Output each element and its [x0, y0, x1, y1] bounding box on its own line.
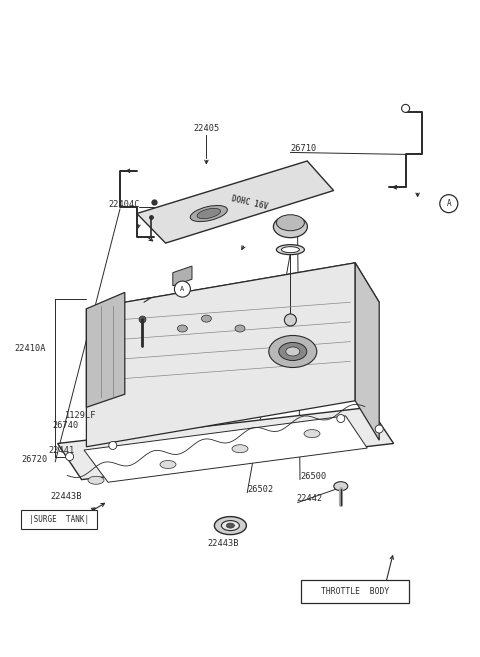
- Ellipse shape: [88, 476, 104, 484]
- Ellipse shape: [221, 520, 240, 531]
- Ellipse shape: [215, 516, 246, 535]
- Ellipse shape: [276, 215, 304, 231]
- Ellipse shape: [197, 208, 220, 219]
- Text: 26502: 26502: [247, 485, 274, 494]
- Ellipse shape: [274, 215, 307, 238]
- Ellipse shape: [286, 347, 300, 356]
- Text: A: A: [446, 199, 451, 208]
- Circle shape: [337, 415, 345, 422]
- Ellipse shape: [190, 206, 228, 221]
- Circle shape: [174, 281, 191, 297]
- Text: DOHC 16V: DOHC 16V: [230, 194, 269, 211]
- FancyBboxPatch shape: [301, 580, 409, 604]
- Ellipse shape: [334, 482, 348, 491]
- Polygon shape: [84, 416, 367, 482]
- Circle shape: [375, 425, 383, 433]
- Text: 26720: 26720: [22, 455, 48, 464]
- Text: 22441: 22441: [48, 445, 74, 455]
- Ellipse shape: [304, 430, 320, 438]
- Polygon shape: [137, 161, 334, 243]
- Circle shape: [109, 442, 117, 449]
- Text: 22404C: 22404C: [108, 200, 140, 210]
- Text: 1129LF: 1129LF: [65, 411, 96, 420]
- Text: 22443B: 22443B: [207, 539, 239, 548]
- Ellipse shape: [279, 342, 307, 361]
- Text: 26500: 26500: [300, 472, 326, 481]
- Ellipse shape: [235, 325, 245, 332]
- Circle shape: [66, 453, 73, 461]
- Circle shape: [402, 104, 409, 112]
- Text: |SURGE  TANK|: |SURGE TANK|: [29, 515, 89, 524]
- Text: A: A: [180, 286, 184, 292]
- Ellipse shape: [178, 325, 187, 332]
- Polygon shape: [86, 263, 355, 447]
- Circle shape: [440, 194, 458, 213]
- Text: 26710: 26710: [290, 144, 317, 153]
- Text: 22410A: 22410A: [14, 344, 46, 353]
- Ellipse shape: [276, 244, 304, 255]
- Polygon shape: [173, 266, 192, 286]
- Polygon shape: [86, 292, 125, 407]
- Polygon shape: [355, 263, 379, 440]
- Ellipse shape: [269, 336, 317, 367]
- Polygon shape: [86, 263, 379, 348]
- Text: 22442: 22442: [297, 493, 323, 503]
- Polygon shape: [58, 407, 394, 480]
- Ellipse shape: [227, 523, 234, 528]
- Text: 22405: 22405: [193, 124, 219, 133]
- Ellipse shape: [232, 445, 248, 453]
- Ellipse shape: [202, 315, 211, 322]
- Text: 22443B: 22443B: [50, 492, 82, 501]
- Ellipse shape: [160, 461, 176, 468]
- FancyBboxPatch shape: [21, 510, 97, 530]
- Ellipse shape: [281, 246, 300, 253]
- Circle shape: [284, 314, 296, 326]
- Text: 26740: 26740: [53, 420, 79, 430]
- Text: THROTTLE  BODY: THROTTLE BODY: [321, 587, 389, 597]
